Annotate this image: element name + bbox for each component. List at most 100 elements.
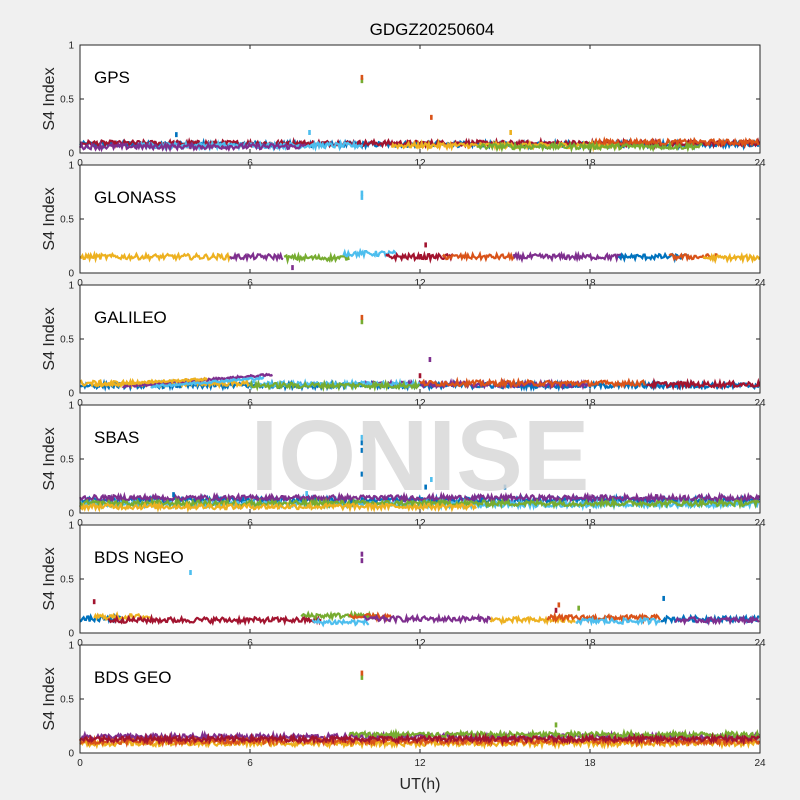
outlier-point — [430, 114, 433, 120]
panel-label: GPS — [94, 68, 130, 87]
outlier-point — [360, 471, 364, 477]
outlier-point — [557, 602, 561, 608]
y-tick-label: 0.5 — [60, 95, 74, 106]
y-tick-label: 0.5 — [60, 335, 74, 346]
y-tick-label: 1 — [68, 641, 74, 652]
data-traces — [78, 136, 761, 153]
x-tick-label: 12 — [414, 278, 426, 289]
x-tick-label: 6 — [247, 518, 253, 529]
x-tick-label: 0 — [77, 518, 83, 529]
y-axis-label: S4 Index — [41, 67, 58, 130]
outlier-point — [360, 74, 364, 80]
series-trace — [348, 728, 761, 742]
x-tick-label: 24 — [754, 638, 766, 649]
series-trace — [668, 252, 718, 264]
series-trace — [546, 611, 662, 625]
data-traces — [79, 609, 760, 628]
series-trace — [283, 251, 350, 265]
panel-label: BDS GEO — [94, 668, 171, 687]
y-tick-label: 0 — [68, 509, 74, 520]
outlier-point — [92, 599, 96, 605]
outlier-point — [175, 132, 178, 138]
x-tick-label: 12 — [414, 398, 426, 409]
series-trace — [385, 250, 454, 264]
series-trace — [589, 136, 760, 149]
panel-label: BDS NGEO — [94, 548, 184, 567]
x-tick-label: 12 — [414, 758, 426, 769]
x-tick-label: 12 — [414, 638, 426, 649]
series-trace — [78, 500, 477, 513]
y-tick-label: 1 — [68, 41, 74, 52]
y-tick-label: 0.5 — [60, 215, 74, 226]
y-axis-label: S4 Index — [41, 187, 58, 250]
series-trace — [229, 251, 284, 263]
data-traces — [78, 490, 761, 513]
series-trace — [79, 250, 232, 264]
x-tick-label: 6 — [247, 398, 253, 409]
outlier-point — [418, 373, 422, 379]
y-axis-label: S4 Index — [41, 427, 58, 490]
series-trace — [107, 613, 322, 627]
x-tick-label: 24 — [754, 758, 766, 769]
outlier-point — [291, 265, 294, 271]
y-axis-label: S4 Index — [41, 667, 58, 730]
y-tick-label: 0.5 — [60, 695, 74, 706]
x-tick-label: 24 — [754, 398, 766, 409]
panel-label: GLONASS — [94, 188, 176, 207]
x-tick-label: 18 — [584, 518, 596, 529]
outlier-point — [305, 491, 308, 497]
outlier-point — [360, 78, 364, 84]
series-trace — [512, 250, 625, 264]
data-traces — [78, 728, 761, 750]
y-axis-label: S4 Index — [41, 307, 58, 370]
data-traces — [79, 247, 761, 265]
y-tick-label: 0 — [68, 389, 74, 400]
outlier-point — [360, 558, 364, 564]
series-trace — [617, 251, 691, 264]
outlier-point — [360, 670, 364, 676]
outlier-point — [360, 314, 364, 320]
x-tick-label: 18 — [584, 158, 596, 169]
y-tick-label: 0 — [68, 629, 74, 640]
series-trace — [476, 140, 703, 153]
x-tick-label: 6 — [247, 638, 253, 649]
outlier-point — [662, 595, 665, 601]
series-trace — [575, 615, 661, 627]
y-tick-label: 0 — [68, 749, 74, 760]
outlier-point — [360, 194, 364, 200]
series-trace — [441, 250, 520, 263]
y-tick-label: 0 — [68, 149, 74, 160]
x-tick-label: 24 — [754, 158, 766, 169]
series-trace — [702, 251, 761, 265]
series-trace — [645, 377, 761, 391]
outlier-point — [360, 434, 364, 440]
outlier-point — [308, 129, 311, 135]
x-tick-label: 12 — [414, 518, 426, 529]
series-trace — [311, 616, 370, 628]
panel-label: GALILEO — [94, 308, 167, 327]
outlier-point — [577, 605, 580, 611]
series-trace — [78, 140, 306, 153]
y-tick-label: 0 — [68, 269, 74, 280]
x-tick-label: 6 — [247, 758, 253, 769]
outlier-point — [360, 551, 364, 557]
x-tick-label: 12 — [414, 158, 426, 169]
x-tick-label: 24 — [754, 518, 766, 529]
series-trace — [674, 614, 760, 626]
series-trace — [78, 734, 761, 748]
series-trace — [79, 490, 761, 505]
outlier-point — [503, 484, 507, 490]
series-trace — [79, 732, 760, 746]
series-ramp — [150, 375, 265, 389]
panel-label: SBAS — [94, 428, 139, 447]
plot-area — [80, 525, 760, 633]
x-tick-label: 0 — [77, 758, 83, 769]
y-tick-label: 1 — [68, 521, 74, 532]
y-tick-label: 1 — [68, 161, 74, 172]
y-tick-label: 1 — [68, 401, 74, 412]
